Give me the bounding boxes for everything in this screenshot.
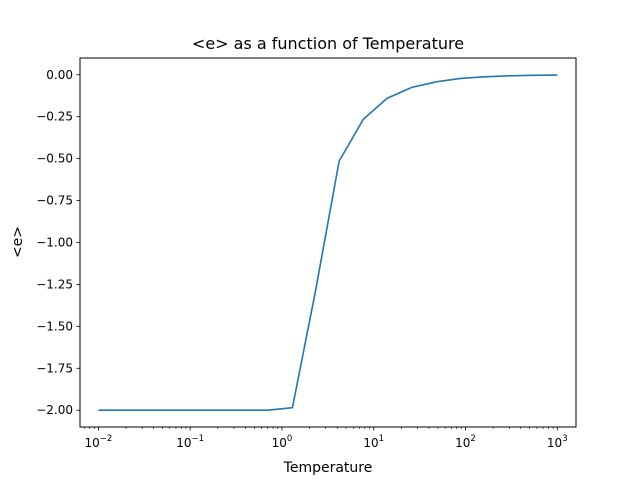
x-tick-label: 10−1 [176, 434, 204, 450]
x-axis-label: Temperature [283, 460, 373, 476]
x-axis: 10−2 10−1 100 101 102 103 [84, 427, 567, 450]
y-axis: 0.00 −0.25 −0.50 −0.75 −1.00 −1.25 −1.50 −1.75 −… [36, 68, 80, 417]
y-tick-label: −1.25 [36, 277, 73, 291]
x-tick-label: 102 [455, 434, 476, 450]
y-tick-label: −1.50 [36, 319, 73, 333]
y-tick-label: 0.00 [46, 68, 73, 82]
y-tick-label: −0.50 [36, 152, 73, 166]
y-tick-label: −0.25 [36, 110, 73, 124]
plot-frame [80, 58, 576, 427]
y-tick-label: −1.75 [36, 361, 73, 375]
x-tick-label: 103 [547, 434, 568, 450]
x-tick-label: 10−2 [85, 434, 113, 450]
x-tick-label: 101 [363, 434, 384, 450]
plot-area [98, 75, 557, 410]
x-tick-label: 100 [272, 434, 293, 450]
y-tick-label: −2.00 [36, 403, 73, 417]
chart-title: <e> as a function of Temperature [192, 34, 464, 53]
y-tick-label: −1.00 [36, 236, 73, 250]
series-line [98, 75, 557, 410]
y-axis-label: <e> [10, 226, 26, 258]
y-tick-label: −0.75 [36, 194, 73, 208]
